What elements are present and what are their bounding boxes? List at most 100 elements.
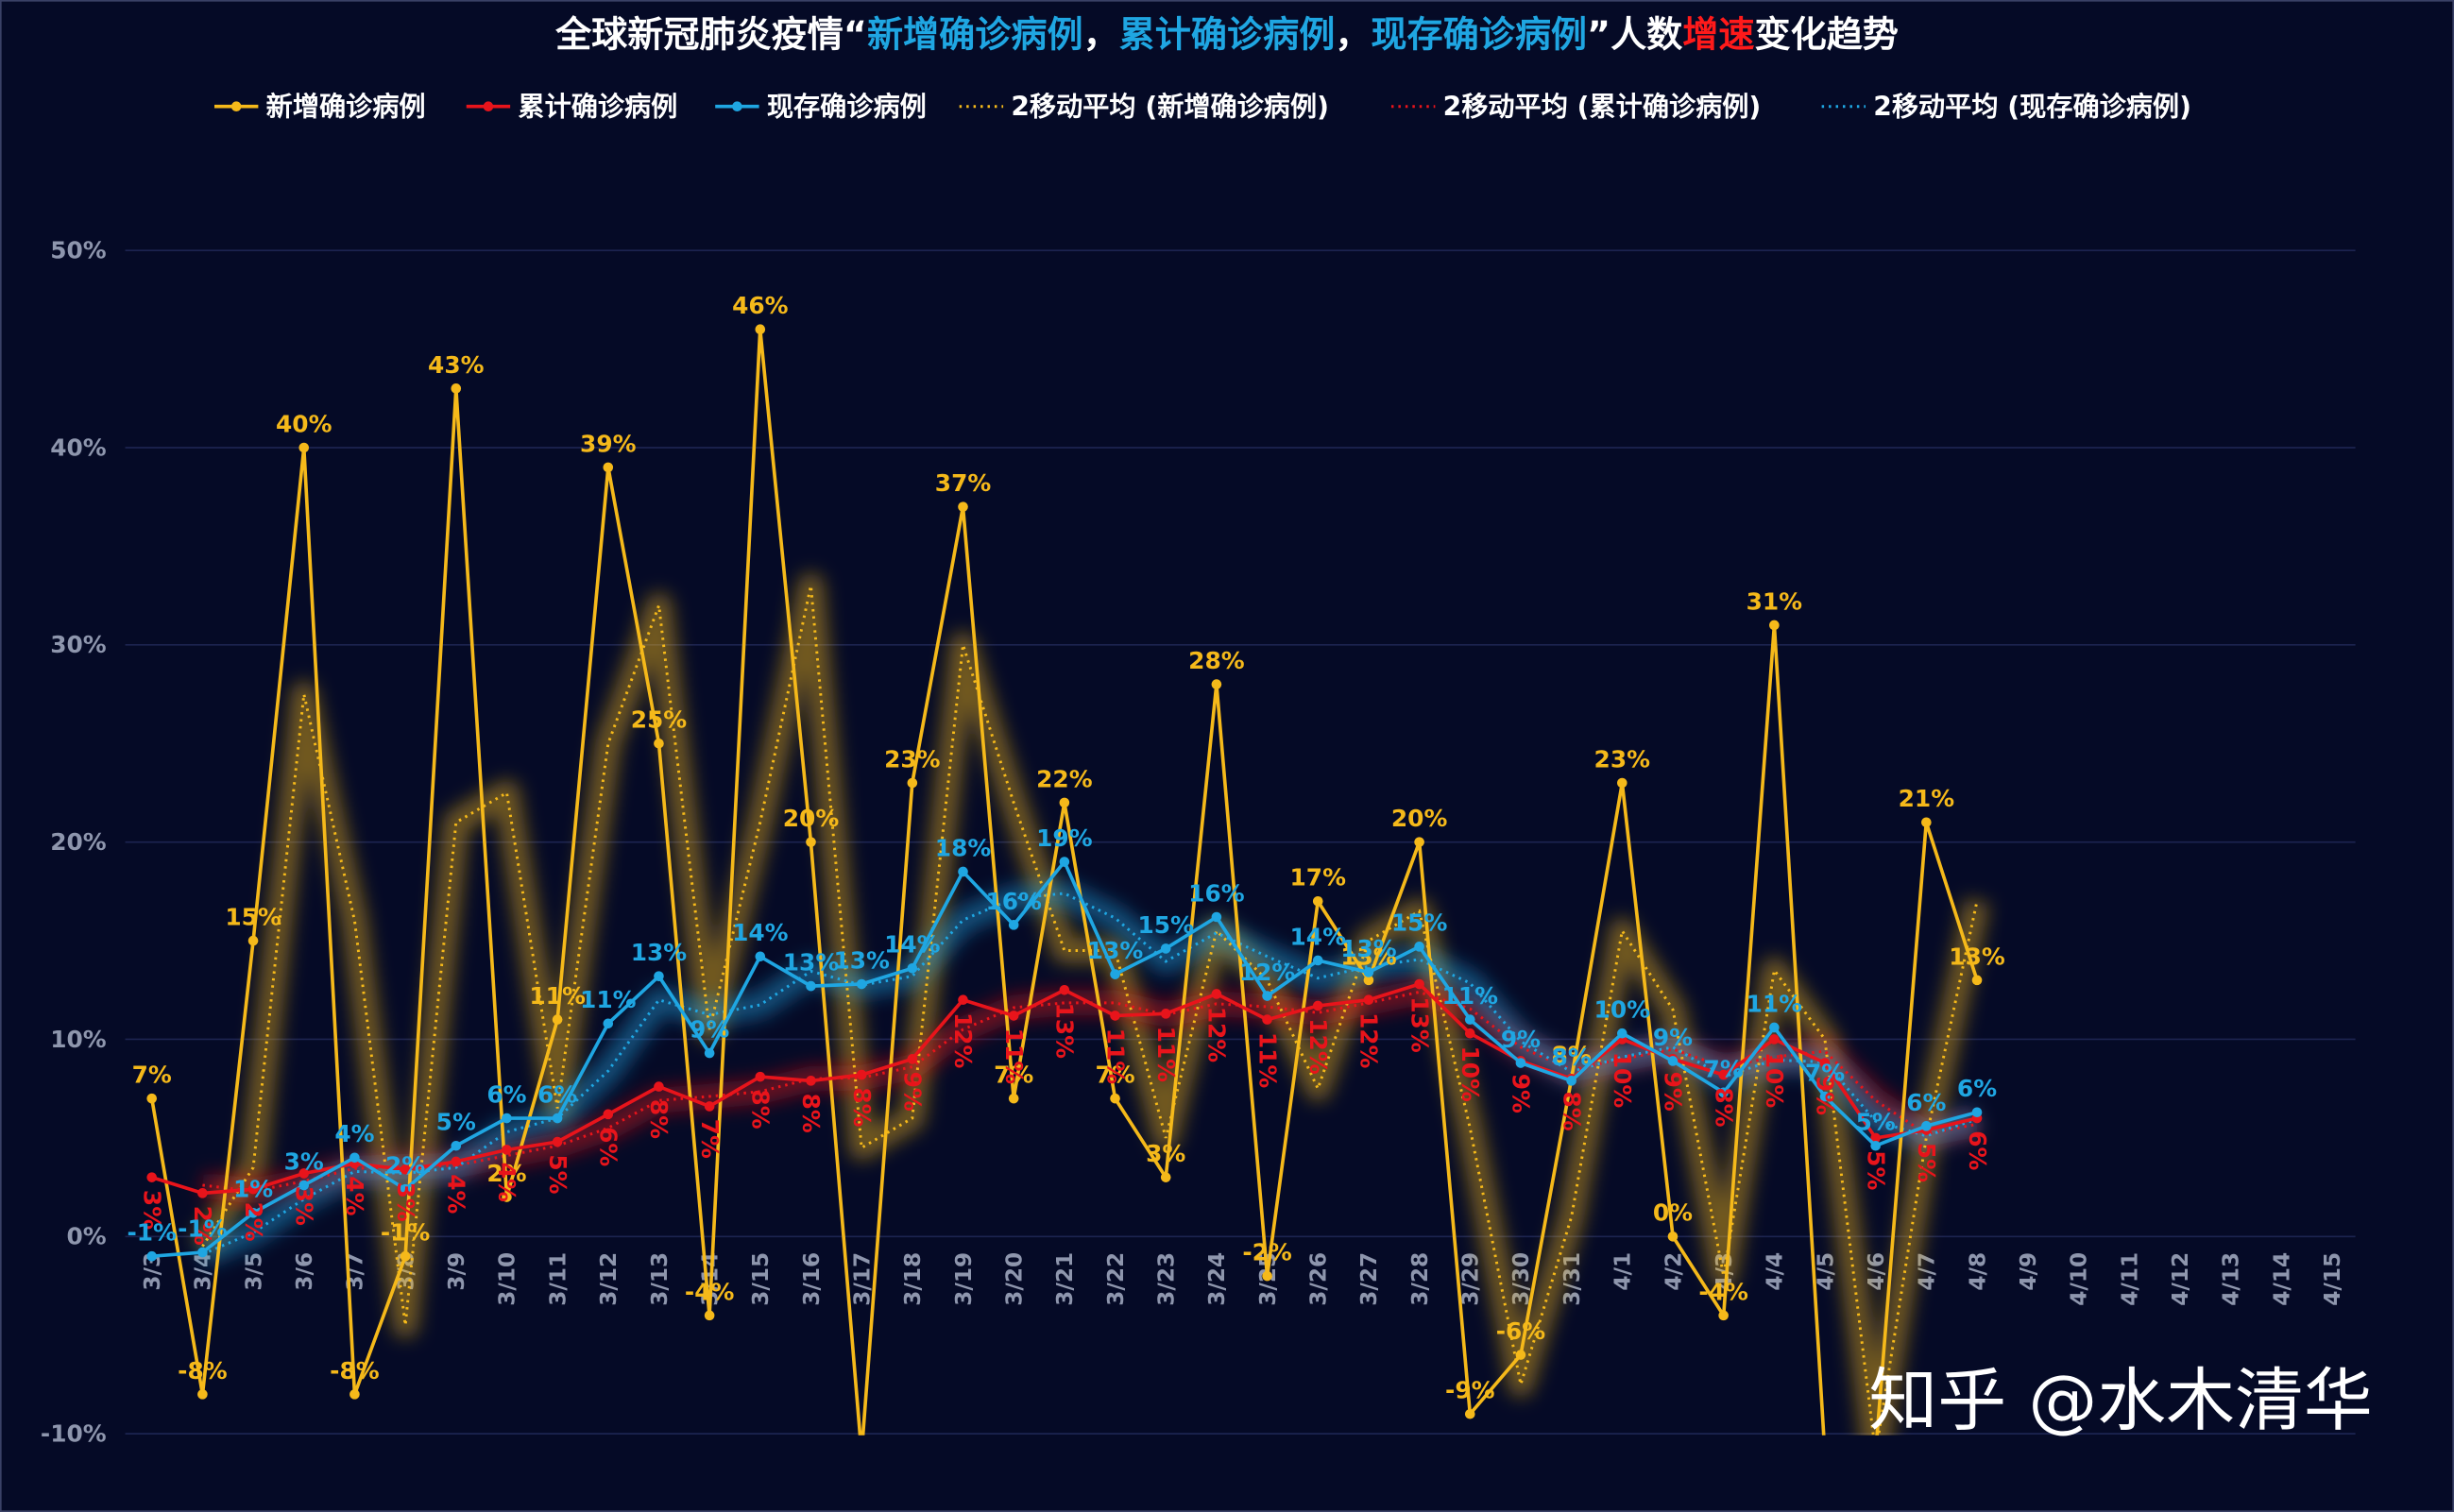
chart-title: 全球新冠肺炎疫情“新增确诊病例，累计确诊病例，现存确诊病例”人数增速变化趋势	[554, 14, 1899, 56]
data-label: 20%	[783, 805, 840, 832]
title-part: 累计确诊病例	[1119, 14, 1336, 56]
data-label: 1%	[233, 1176, 273, 1203]
point	[146, 1172, 158, 1182]
data-label: 8%	[645, 1099, 673, 1139]
data-label: 12%	[949, 1012, 977, 1069]
point	[704, 1310, 715, 1321]
point	[552, 1136, 563, 1147]
data-label: 11%	[1442, 982, 1499, 1010]
point	[1110, 1011, 1120, 1021]
data-label: 15%	[225, 903, 281, 930]
data-label: 2%	[189, 1206, 216, 1246]
x-tick-label: 3/28	[1407, 1252, 1433, 1306]
data-label: 23%	[1594, 745, 1651, 773]
point	[1971, 1107, 1983, 1118]
point	[400, 1250, 411, 1262]
x-tick-label: 3/17	[849, 1252, 875, 1306]
point	[1667, 1056, 1679, 1066]
point	[1262, 1270, 1272, 1282]
data-label: 13%	[1340, 935, 1397, 962]
point	[1008, 1011, 1019, 1021]
data-label: 11%	[529, 982, 586, 1010]
point	[1566, 1076, 1576, 1086]
data-label: 3%	[138, 1190, 165, 1230]
data-label: 8%	[1710, 1087, 1737, 1127]
data-label: 23%	[884, 745, 941, 773]
data-label: 7%	[132, 1062, 172, 1089]
point	[1414, 978, 1424, 990]
point	[400, 1183, 411, 1195]
point	[1414, 837, 1424, 847]
point	[146, 1250, 158, 1262]
data-label: 4%	[493, 1163, 520, 1202]
data-label: 40%	[276, 410, 332, 437]
point	[1059, 797, 1070, 808]
x-tick-label: 4/1	[1610, 1252, 1636, 1291]
point	[247, 1207, 259, 1218]
point	[349, 1389, 360, 1400]
data-label: 15%	[1391, 909, 1448, 937]
x-tick-label: 4/10	[2067, 1252, 2092, 1306]
x-tick-label: 4/2	[1661, 1252, 1686, 1291]
title-part: 变化趋势	[1755, 14, 1899, 56]
data-label: 7%	[696, 1119, 724, 1159]
x-tick-label: 3/18	[900, 1252, 926, 1306]
x-tick-label: 3/15	[748, 1252, 774, 1306]
point	[298, 442, 310, 453]
point	[1870, 1140, 1881, 1151]
data-label: 10%	[1594, 996, 1651, 1024]
data-label: 13%	[783, 949, 840, 977]
x-tick-label: 4/4	[1763, 1252, 1788, 1291]
title-part: ”人数	[1587, 14, 1683, 56]
point	[1617, 777, 1627, 789]
point	[958, 501, 968, 512]
x-tick-label: 3/21	[1052, 1252, 1078, 1306]
point	[247, 1183, 259, 1195]
point	[1667, 1232, 1679, 1242]
data-label: 16%	[985, 888, 1042, 915]
point	[1769, 1034, 1780, 1045]
data-label: -4%	[1698, 1278, 1748, 1305]
title-part: 增速	[1682, 14, 1754, 56]
data-label: 10%	[1609, 1052, 1636, 1109]
data-label: 12%	[1203, 1007, 1231, 1063]
data-label: 20%	[1391, 805, 1448, 832]
data-label: 3%	[284, 1147, 324, 1175]
point	[704, 1101, 715, 1112]
x-tick-label: 3/5	[241, 1252, 266, 1291]
x-tick-label: 4/9	[2016, 1252, 2041, 1291]
point	[654, 971, 664, 981]
point	[1110, 969, 1120, 979]
plot-area	[146, 324, 1989, 1436]
x-tick-label: 3/27	[1356, 1252, 1382, 1306]
point	[1211, 911, 1222, 923]
legend-marker	[483, 101, 494, 112]
legend-marker	[732, 101, 742, 112]
x-tick-label: 3/9	[444, 1252, 469, 1291]
x-tick-label: 4/13	[2219, 1252, 2244, 1306]
data-label: 9%	[899, 1072, 927, 1112]
point	[451, 1156, 462, 1167]
x-tick-label: 3/11	[545, 1252, 571, 1306]
point	[1363, 994, 1374, 1006]
point	[603, 462, 614, 473]
data-label: -1%	[178, 1215, 228, 1242]
data-label: 10%	[1761, 1052, 1788, 1109]
data-label: 4%	[334, 1120, 374, 1147]
data-label: 2%	[240, 1201, 267, 1241]
data-label: 43%	[428, 351, 485, 379]
data-label: 6%	[1906, 1089, 1946, 1116]
data-label: 2%	[385, 1152, 425, 1180]
data-label: 5%	[1856, 1109, 1896, 1136]
point	[806, 837, 816, 847]
x-tick-label: 3/29	[1458, 1252, 1484, 1306]
data-label: 11%	[1253, 1032, 1281, 1089]
point	[502, 1145, 512, 1155]
point	[806, 980, 816, 992]
legend-label: 2移动平均 (累计确诊病例)	[1443, 92, 1762, 123]
y-tick-label: 40%	[50, 433, 107, 461]
legend-label: 新增确诊病例	[266, 92, 426, 123]
data-label: 16%	[1188, 879, 1245, 907]
